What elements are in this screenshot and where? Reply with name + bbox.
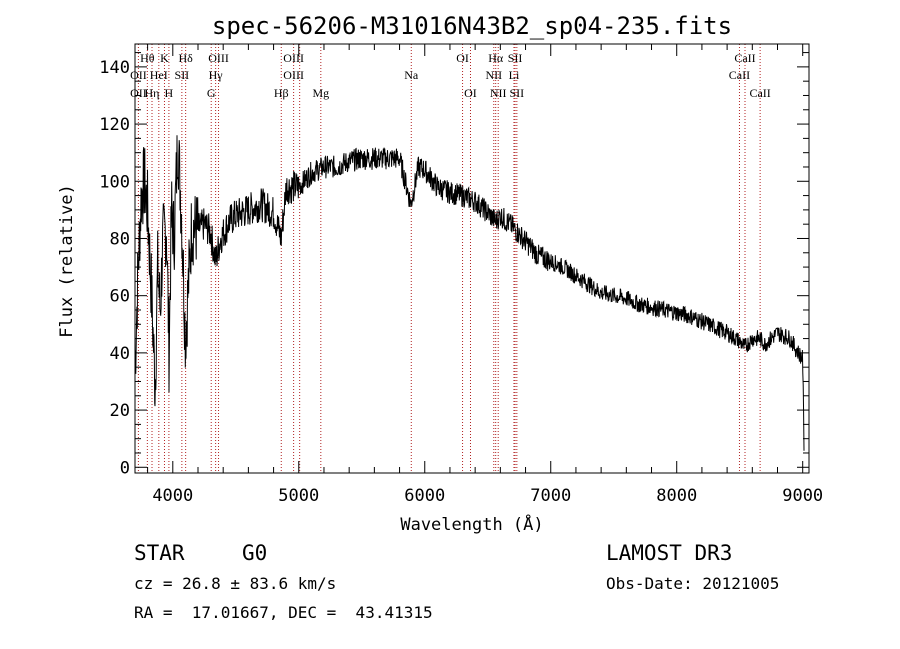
y-tick-label: 80 bbox=[110, 229, 130, 249]
y-tick-label: 120 bbox=[99, 115, 130, 135]
line-label: NII bbox=[485, 68, 502, 82]
line-label: Hη bbox=[145, 86, 160, 100]
line-label: SII bbox=[508, 51, 523, 65]
line-label: G bbox=[207, 86, 216, 100]
line-label: SII bbox=[510, 86, 525, 100]
line-label: Li bbox=[509, 68, 520, 82]
survey-label: LAMOST DR3 bbox=[606, 541, 733, 565]
line-label: Mg bbox=[312, 86, 329, 100]
y-tick-label: 40 bbox=[110, 344, 130, 364]
plot-frame bbox=[134, 43, 810, 474]
line-label: Hβ bbox=[274, 86, 289, 100]
line-label: OIII bbox=[283, 68, 304, 82]
coordinates-text: RA = 17.01667, DEC = 43.41315 bbox=[134, 603, 433, 622]
line-label: H bbox=[165, 86, 174, 100]
chart-title: spec-56206-M31016N43B2_sp04-235.fits bbox=[212, 12, 732, 40]
line-label: OII bbox=[130, 68, 147, 82]
class-label: STAR bbox=[134, 541, 185, 565]
line-label: OIII bbox=[208, 51, 229, 65]
y-tick-label: 20 bbox=[110, 401, 130, 421]
line-label: CaII bbox=[729, 68, 750, 82]
line-label: Hγ bbox=[209, 68, 224, 82]
spectrum-line bbox=[134, 135, 805, 451]
x-tick-label: 6000 bbox=[404, 486, 445, 506]
subclass-label: G0 bbox=[242, 541, 268, 565]
line-label: NII bbox=[490, 86, 507, 100]
x-axis-ticks: 4000 5000 6000 7000 8000 9000 bbox=[147, 44, 823, 506]
line-label: Hδ bbox=[178, 51, 193, 65]
y-axis-label: Flux (relative) bbox=[57, 184, 77, 338]
line-label: OI bbox=[464, 86, 477, 100]
line-label: HeI bbox=[150, 68, 168, 82]
line-label: K bbox=[160, 51, 169, 65]
y-axis-ticks: 0 20 40 60 80 100 120 140 bbox=[99, 52, 809, 478]
line-label: Hθ bbox=[140, 51, 155, 65]
line-label: OIII bbox=[283, 51, 304, 65]
line-label: CaII bbox=[749, 86, 770, 100]
line-label: OII bbox=[130, 86, 147, 100]
x-tick-label: 5000 bbox=[278, 486, 319, 506]
line-label: SII bbox=[175, 68, 190, 82]
obs-date-text: Obs-Date: 20121005 bbox=[606, 574, 780, 593]
y-tick-label: 60 bbox=[110, 287, 130, 307]
x-tick-label: 7000 bbox=[530, 486, 571, 506]
line-label: CaII bbox=[734, 51, 755, 65]
y-tick-label: 140 bbox=[99, 58, 130, 78]
emission-line-markers bbox=[137, 44, 761, 473]
line-label: OI bbox=[456, 51, 469, 65]
x-axis-label: Wavelength (Å) bbox=[400, 513, 543, 535]
line-label: Na bbox=[404, 68, 419, 82]
y-tick-label: 100 bbox=[99, 172, 130, 192]
redshift-text: cz = 26.8 ± 83.6 km/s bbox=[134, 574, 337, 593]
x-tick-label: 4000 bbox=[152, 486, 193, 506]
y-tick-label: 0 bbox=[120, 458, 130, 478]
x-tick-label: 8000 bbox=[656, 486, 697, 506]
line-label: Hα bbox=[488, 51, 504, 65]
x-tick-label: 9000 bbox=[782, 486, 823, 506]
